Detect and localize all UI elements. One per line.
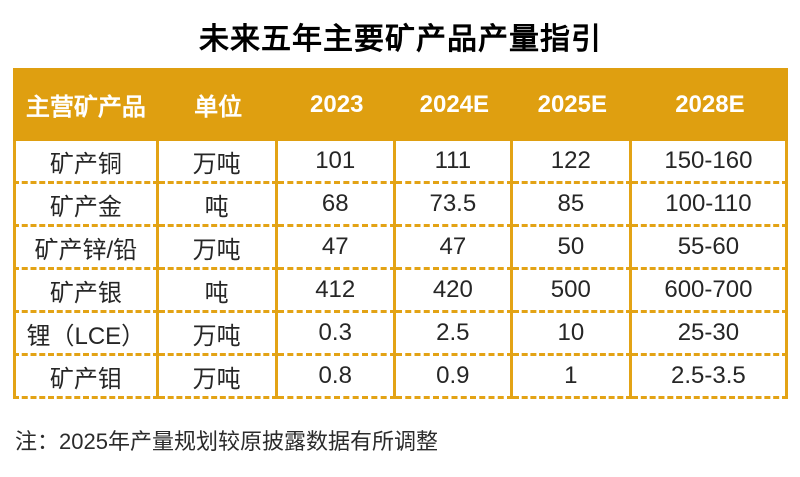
cell-2024e: 0.9	[395, 356, 513, 399]
cell-product: 矿产钼	[13, 356, 159, 399]
header-cell-product: 主营矿产品	[13, 68, 159, 141]
cell-product: 矿产锌/铅	[13, 227, 159, 270]
cell-unit: 万吨	[158, 313, 278, 356]
cell-2025e: 10	[512, 313, 632, 356]
cell-2024e: 47	[395, 227, 513, 270]
cell-unit: 吨	[158, 184, 278, 227]
cell-unit: 万吨	[158, 227, 278, 270]
cell-2028e: 2.5-3.5	[631, 356, 788, 399]
cell-2024e: 73.5	[395, 184, 513, 227]
cell-product: 矿产金	[13, 184, 159, 227]
cell-2025e: 500	[512, 270, 632, 313]
header-cell-2023: 2023	[277, 68, 396, 141]
footnote: 注：2025年产量规划较原披露数据有所调整	[15, 429, 438, 454]
table-header-row: 主营矿产品 单位 2023 2024E 2025E 2028E	[13, 68, 788, 141]
cell-2024e: 2.5	[395, 313, 513, 356]
header-cell-2024e: 2024E	[395, 68, 513, 141]
cell-2023: 68	[277, 184, 396, 227]
table-row-silver: 矿产银 吨 412 420 500 600-700	[13, 270, 788, 313]
table-row-zinc-lead: 矿产锌/铅 万吨 47 47 50 55-60	[13, 227, 788, 270]
cell-2025e: 1	[512, 356, 632, 399]
table-row-lithium: 锂（LCE） 万吨 0.3 2.5 10 25-30	[13, 313, 788, 356]
cell-product: 锂（LCE）	[13, 313, 159, 356]
table-row-copper: 矿产铜 万吨 101 111 122 150-160	[13, 141, 788, 184]
header-cell-2025e: 2025E	[512, 68, 632, 141]
cell-2023: 47	[277, 227, 396, 270]
cell-2028e: 25-30	[631, 313, 788, 356]
table-row-molybdenum: 矿产钼 万吨 0.8 0.9 1 2.5-3.5	[13, 356, 788, 399]
cell-2028e: 100-110	[631, 184, 788, 227]
cell-2028e: 150-160	[631, 141, 788, 184]
cell-2024e: 420	[395, 270, 513, 313]
cell-unit: 万吨	[158, 141, 278, 184]
cell-2028e: 600-700	[631, 270, 788, 313]
cell-2023: 101	[277, 141, 396, 184]
page-title: 未来五年主要矿产品产量指引	[199, 23, 602, 56]
table-row-gold: 矿产金 吨 68 73.5 85 100-110	[13, 184, 788, 227]
cell-2023: 0.3	[277, 313, 396, 356]
header-cell-unit: 单位	[158, 68, 278, 141]
cell-product: 矿产银	[13, 270, 159, 313]
cell-2024e: 111	[395, 141, 513, 184]
cell-2023: 412	[277, 270, 396, 313]
production-guidance-table: 主营矿产品 单位 2023 2024E 2025E 2028E 矿产铜 万吨 1…	[13, 68, 788, 399]
cell-2025e: 122	[512, 141, 632, 184]
cell-2023: 0.8	[277, 356, 396, 399]
cell-unit: 万吨	[158, 356, 278, 399]
cell-2025e: 50	[512, 227, 632, 270]
cell-2028e: 55-60	[631, 227, 788, 270]
cell-product: 矿产铜	[13, 141, 159, 184]
cell-2025e: 85	[512, 184, 632, 227]
cell-unit: 吨	[158, 270, 278, 313]
header-cell-2028e: 2028E	[631, 68, 788, 141]
